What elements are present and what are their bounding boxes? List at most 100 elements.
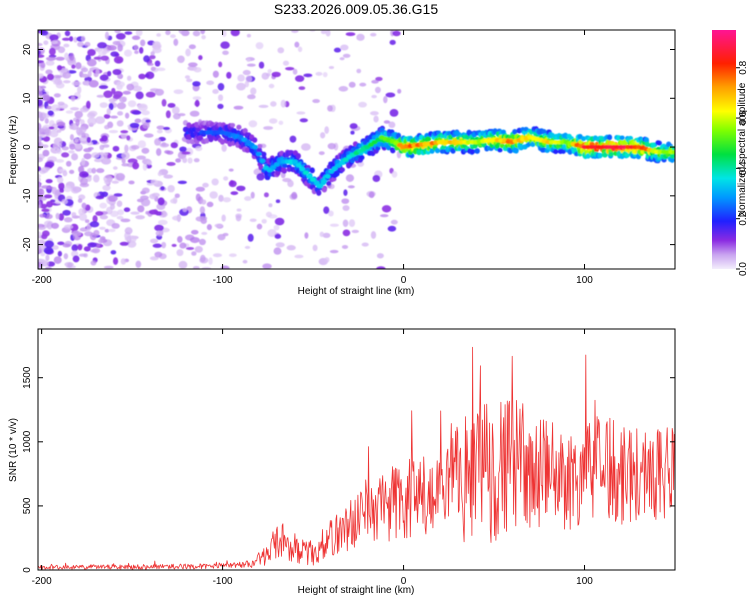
- spectrogram-cell: [390, 219, 398, 225]
- spectrogram-cell: [39, 203, 48, 209]
- spectrogram-cell: [230, 191, 239, 196]
- spectrogram-cell: [277, 47, 285, 54]
- spectrogram-cell: [262, 263, 272, 269]
- spectrogram-cell: [359, 155, 365, 161]
- spectrogram-cell: [244, 196, 252, 201]
- spectrogram-cell: [51, 186, 58, 195]
- spectrogram-cell: [46, 261, 56, 267]
- spectrogram-cell: [77, 41, 84, 48]
- spectrogram-cell: [120, 130, 129, 134]
- spectrogram-cell: [295, 163, 302, 168]
- spectrogram-cell: [170, 34, 176, 39]
- spectrogram-cell: [71, 212, 77, 217]
- spectrogram-cell: [57, 46, 66, 54]
- spectrogram-cell: [79, 107, 89, 113]
- spectrogram-cell: [38, 50, 41, 55]
- spectrogram-cell: [110, 210, 119, 218]
- spectrogram-cell: [247, 94, 256, 100]
- spectrogram-cell: [44, 240, 55, 249]
- spectrogram-cell: [320, 132, 326, 139]
- spectrogram-cell: [107, 195, 118, 202]
- spectrogram-cell: [228, 253, 237, 258]
- spectrogram-cell: [161, 210, 167, 218]
- spectrogram-cell: [172, 113, 181, 120]
- spectrogram-cell: [189, 236, 200, 244]
- spectrogram-cell: [233, 105, 244, 110]
- spectrogram-cell: [282, 163, 288, 169]
- spectrogram-cell: [71, 64, 76, 69]
- spectrogram-cell: [38, 166, 42, 172]
- spectrogram-cell: [500, 129, 507, 135]
- spectrogram-cell: [71, 230, 82, 237]
- spectrogram-cell: [185, 246, 195, 250]
- spectrogram-cell: [348, 81, 356, 88]
- spectrogram-cell: [110, 51, 119, 57]
- spectrogram-y-tick-label: -20: [22, 237, 33, 252]
- spectrogram-cell: [261, 151, 267, 157]
- spectrogram-cell: [296, 111, 306, 115]
- spectrogram-cell: [111, 180, 119, 184]
- spectrogram-cell: [135, 91, 144, 100]
- spectrogram-cell: [121, 163, 130, 167]
- spectrogram-cell: [45, 60, 55, 66]
- spectrogram-cell: [195, 186, 205, 192]
- spectrogram-cell: [120, 258, 127, 265]
- spectrogram-cell: [177, 180, 187, 185]
- spectrogram-cell: [74, 110, 83, 119]
- spectrogram-cell: [77, 86, 82, 94]
- spectrogram-cell: [41, 208, 50, 213]
- spectrogram-cell: [619, 135, 625, 141]
- spectrogram-cell: [55, 159, 65, 163]
- spectrogram-cell: [63, 253, 69, 260]
- spectrogram-cell: [282, 60, 290, 66]
- spectrogram-cell: [368, 191, 375, 199]
- spectrogram-x-tick-label: 100: [576, 275, 593, 286]
- spectrogram-cell: [62, 80, 71, 84]
- spectrogram-cell: [474, 148, 480, 154]
- spectrogram-cell: [142, 162, 148, 171]
- spectrogram-cell: [46, 105, 52, 110]
- spectrogram-cell: [171, 243, 177, 248]
- spectrogram-cell: [40, 62, 46, 69]
- spectrogram-cell: [154, 60, 161, 67]
- spectrogram-cell: [267, 229, 277, 238]
- spectrogram-cell: [121, 158, 126, 164]
- spectrogram-cell: [193, 158, 200, 163]
- spectrogram-cell: [38, 174, 42, 178]
- spectrogram-cell: [349, 123, 358, 130]
- spectrogram-cell: [43, 246, 54, 255]
- spectrogram-cell: [327, 105, 333, 112]
- spectrogram-cell: [212, 89, 219, 94]
- spectrogram-cell: [320, 179, 327, 184]
- spectrogram-cell: [121, 151, 130, 160]
- spectrogram-cell: [81, 133, 90, 139]
- spectrogram-cell: [156, 129, 163, 134]
- spectrogram-cell: [255, 151, 262, 157]
- spectrogram-cell: [47, 110, 54, 116]
- spectrogram-cell: [38, 111, 43, 119]
- spectrogram-cell: [108, 228, 116, 233]
- spectrogram-cell: [341, 198, 350, 204]
- spectrogram-cell: [322, 232, 331, 239]
- spectrogram-cell: [317, 183, 324, 189]
- spectrogram-x-tick-label: -200: [32, 275, 52, 286]
- spectrogram-cell: [327, 143, 336, 150]
- spectrogram-cell: [390, 148, 396, 154]
- spectrogram-cell: [137, 140, 147, 149]
- spectrogram-cell: [71, 244, 79, 252]
- spectrogram-cell: [236, 124, 242, 130]
- snr-y-tick-label: 500: [22, 497, 33, 514]
- spectrogram-cell: [69, 134, 74, 141]
- spectrogram-cell: [214, 223, 223, 228]
- spectrogram-cell: [339, 167, 345, 173]
- snr-y-tick-label: 1000: [22, 430, 33, 453]
- spectrogram-cell: [379, 214, 389, 218]
- spectrogram-cell: [388, 121, 396, 129]
- spectrogram-cell: [294, 254, 304, 259]
- spectrogram-cell: [154, 138, 162, 146]
- spectrogram-cell: [72, 255, 80, 263]
- spectrogram-cell: [55, 212, 60, 220]
- spectrogram-cell: [627, 135, 634, 141]
- spectrogram-cell: [200, 30, 206, 35]
- spectrogram-cell: [92, 215, 98, 223]
